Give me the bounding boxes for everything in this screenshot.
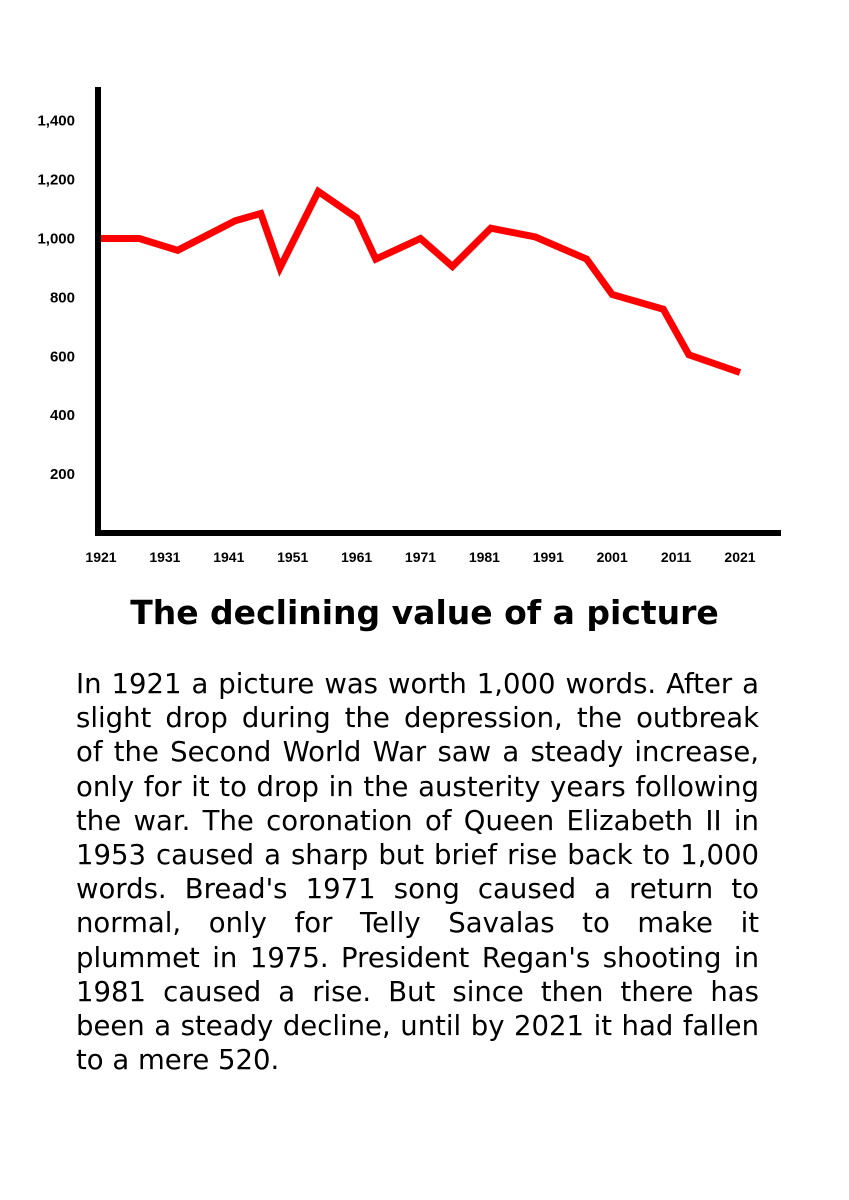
x-tick-label: 1961 bbox=[341, 549, 372, 565]
y-tick-label: 800 bbox=[50, 289, 75, 306]
x-tick-label: 1951 bbox=[277, 549, 308, 565]
description-paragraph: In 1921 a picture was worth 1,000 words.… bbox=[76, 668, 759, 1077]
x-tick-label: 1981 bbox=[469, 549, 500, 565]
x-axis-tick-labels: 1921 1931 1941 1951 1961 1971 1981 1991 2001 2011… bbox=[85, 549, 755, 565]
y-tick-label: 200 bbox=[50, 466, 75, 483]
y-tick-label: 1,400 bbox=[37, 113, 75, 130]
chart-title: The declining value of a picture bbox=[130, 593, 719, 632]
line-chart: 200 400 600 800 1,000 1,200 1,400 1921 1931 1941… bbox=[37, 87, 781, 565]
y-tick-label: 1,200 bbox=[37, 172, 75, 189]
x-tick-label: 1991 bbox=[533, 549, 564, 565]
y-tick-label: 1,000 bbox=[37, 231, 75, 248]
y-tick-label: 400 bbox=[50, 407, 75, 424]
x-tick-label: 2001 bbox=[597, 549, 628, 565]
x-tick-label: 1941 bbox=[213, 549, 244, 565]
series-line bbox=[101, 186, 742, 376]
x-tick-label: 2011 bbox=[661, 549, 692, 565]
x-tick-label: 1931 bbox=[149, 549, 180, 565]
data-series bbox=[101, 186, 742, 376]
x-tick-label: 1971 bbox=[405, 549, 436, 565]
y-axis-tick-labels: 200 400 600 800 1,000 1,200 1,400 bbox=[37, 113, 75, 483]
x-tick-label: 2021 bbox=[724, 549, 755, 565]
y-tick-label: 600 bbox=[50, 348, 75, 365]
x-tick-label: 1921 bbox=[85, 549, 116, 565]
